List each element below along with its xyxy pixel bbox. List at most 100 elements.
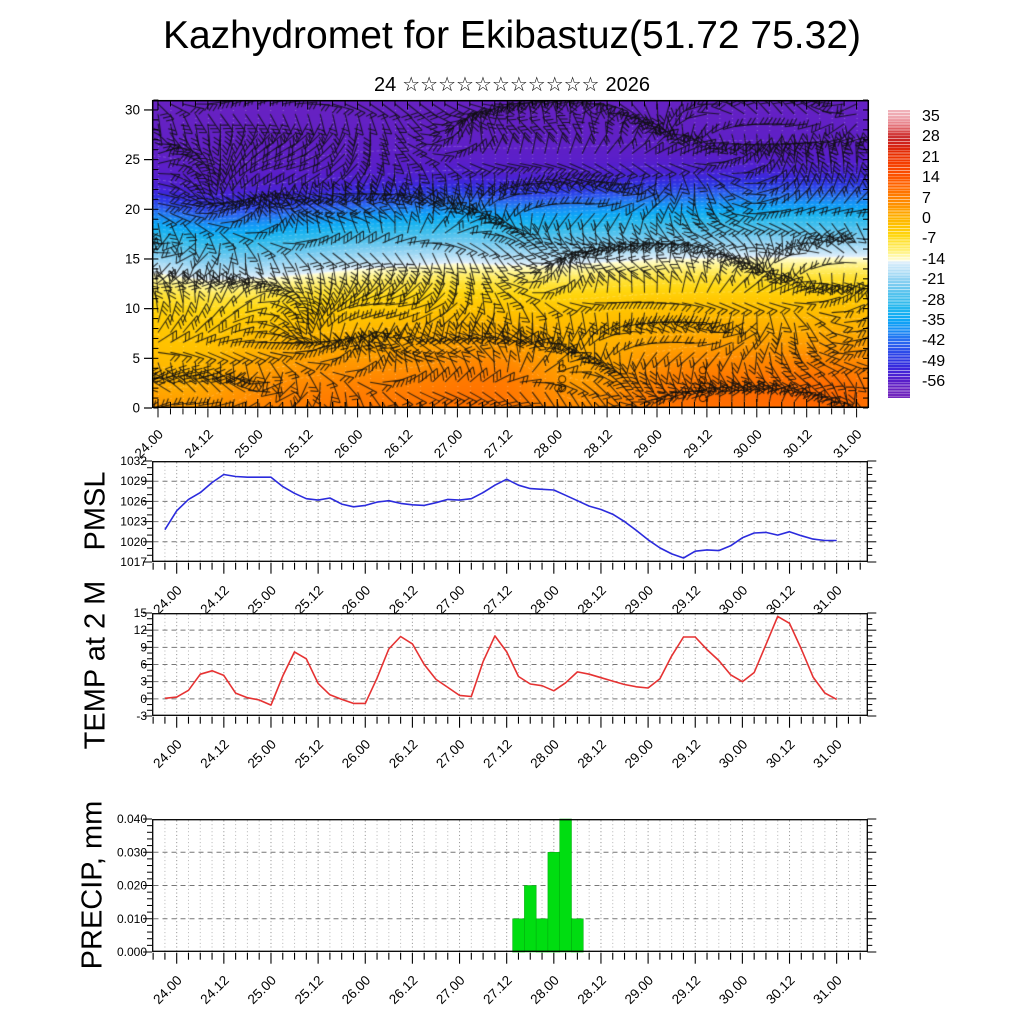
time-axis-label: 30.12 [763,583,798,618]
time-axis-label: 24.00 [150,737,185,772]
time-axis-label: 24.12 [197,973,232,1008]
time-axis-label: 27.12 [480,583,515,618]
precip-y-label: 0.020 [117,879,147,893]
time-axis-label: 28.12 [575,583,610,618]
time-axis-label: 26.12 [386,973,421,1008]
time-axis-label: 27.12 [480,737,515,772]
temp-axis-title: TEMP at 2 M [79,580,112,750]
time-axis-label: 30.12 [780,427,815,462]
pmsl-y-label: 1032 [120,454,147,468]
temp-y-label: 12 [134,623,148,637]
time-axis-label: 28.12 [575,973,610,1008]
temp-y-label: 15 [134,606,148,620]
precip-y-label: 0.030 [117,845,147,859]
colorbar-label: -7 [922,230,937,248]
height-axis-label: 30 [125,102,140,117]
time-axis-label: 26.12 [386,737,421,772]
time-axis-label: 25.00 [245,583,280,618]
height-axis-label: 5 [132,351,140,366]
precip-bar [535,918,549,953]
time-axis-label: 29.00 [622,583,657,618]
precip-bar [512,918,525,953]
time-axis-label: 26.12 [381,427,416,462]
colorbar-label: -14 [922,250,946,268]
temp-y-label: -3 [136,709,147,723]
time-axis-label: 31.00 [810,737,845,772]
time-axis-label: 31.00 [830,427,865,462]
colorbar-label: 28 [922,128,940,146]
time-axis-label: 24.12 [182,427,217,462]
time-axis-label: 28.00 [531,427,566,462]
time-axis-label: 28.12 [575,737,610,772]
precip-bar [547,852,560,953]
time-axis-label: 30.12 [763,973,798,1008]
colorbar-label: -35 [922,312,946,329]
time-axis-label: 30.00 [716,737,751,772]
time-axis-label: 25.12 [292,583,327,618]
time-axis-label: 26.00 [339,737,374,772]
pmsl-y-label: 1029 [120,474,147,488]
time-axis-label: 30.12 [763,737,798,772]
height-axis-label: 0 [132,401,140,416]
page-title: Kazhydromet for Ekibastuz(51.72 75.32) [162,14,862,57]
time-axis-label: 29.00 [622,973,657,1008]
time-axis-label: 30.00 [730,427,765,462]
colorbar-label: -42 [922,332,946,350]
temp-y-label: 0 [140,692,147,706]
time-axis-label: 28.00 [527,737,562,772]
time-axis-label: 27.00 [433,973,468,1008]
pmsl-axis-title: PMSL [79,471,112,551]
time-axis-label: 27.12 [480,973,515,1008]
colorbar-label: -56 [922,373,946,391]
time-axis-label: 24.00 [150,583,185,618]
colorbar-label: 0 [922,210,931,227]
time-axis-label: 24.12 [197,583,232,618]
temp-y-label: 9 [140,640,147,654]
height-axis-label: 10 [125,301,140,316]
time-axis-label: 24.12 [197,737,232,772]
time-axis-label: 27.12 [481,427,516,462]
precip-y-label: 0.010 [117,912,147,926]
temp-border [152,613,868,716]
time-axis-label: 27.00 [431,427,466,462]
time-axis-label: 30.00 [716,973,751,1008]
time-axis-label: 28.00 [527,583,562,618]
time-axis-label: 26.12 [386,583,421,618]
time-axis-label: 25.00 [245,737,280,772]
time-axis-label: 28.00 [527,973,562,1008]
colorbar-label: 14 [922,169,940,187]
time-axis-label: 31.00 [810,973,845,1008]
temperature-height-cross-section [152,100,869,408]
precip-border [152,819,868,952]
time-axis-label: 29.12 [681,427,716,462]
height-axis-label: 15 [125,251,140,266]
date-subtitle: 24 ☆☆☆☆☆☆☆☆☆☆☆ 2026 [0,72,1024,97]
pmsl-y-label: 1026 [120,494,147,508]
height-axis-label: 25 [125,152,140,167]
colorbar-label: -49 [922,352,946,370]
time-axis-label: 24.00 [132,427,167,462]
time-axis-label: 29.00 [622,737,657,772]
precip-y-label: 0.040 [117,812,147,826]
colorbar-label: 7 [922,189,931,207]
time-axis-label: 25.12 [292,737,327,772]
pmsl-y-label: 1023 [120,515,147,529]
time-axis-label: 28.12 [581,427,616,462]
temp-y-label: 6 [140,658,147,672]
time-axis-label: 26.00 [339,583,374,618]
subtitle-month-stars: ☆☆☆☆☆☆☆☆☆☆☆ [402,74,600,96]
pmsl-y-label: 1017 [120,555,147,569]
pmsl-border [152,461,868,562]
time-axis-label: 26.00 [331,427,366,462]
time-axis-label: 29.00 [631,427,666,462]
time-axis-label: 30.00 [716,583,751,618]
time-axis-label: 29.12 [669,737,704,772]
precip-y-label: 0.000 [117,945,147,959]
colorbar-label: -21 [922,271,946,289]
precip-bar [559,818,572,953]
time-axis-label: 26.00 [339,973,374,1008]
temperature-colorbar [888,110,910,398]
precip-axis-title: PRECIP, mm [76,800,109,970]
temp-series-line [164,615,838,706]
time-axis-label: 27.00 [433,737,468,772]
